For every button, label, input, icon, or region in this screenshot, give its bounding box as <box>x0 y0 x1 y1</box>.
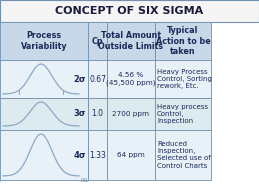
Text: 4σ: 4σ <box>74 151 86 159</box>
Text: CONCEPT OF SIX SIGMA: CONCEPT OF SIX SIGMA <box>55 6 204 16</box>
Bar <box>0 60 88 98</box>
Bar <box>107 22 155 60</box>
Bar <box>155 60 211 98</box>
Bar <box>155 22 211 60</box>
Text: Total Amount
Outside Limits: Total Amount Outside Limits <box>98 31 164 51</box>
Text: Heavy process
Control,
Inspection: Heavy process Control, Inspection <box>157 104 208 124</box>
Bar <box>155 130 211 180</box>
Text: Process
Variability: Process Variability <box>21 31 67 51</box>
Bar <box>0 98 88 130</box>
Text: 0.67: 0.67 <box>89 74 106 83</box>
Bar <box>88 22 107 60</box>
Text: Reduced
Inspection,
Selected use of
Control Charts: Reduced Inspection, Selected use of Cont… <box>157 141 211 169</box>
Text: USL: USL <box>0 178 2 183</box>
Text: Typical
Action to be
taken: Typical Action to be taken <box>156 26 210 56</box>
Text: 2700 ppm: 2700 ppm <box>112 111 149 117</box>
Text: 1.0: 1.0 <box>91 109 104 119</box>
Text: Heavy Process
Control, Sorting
rework, Etc.: Heavy Process Control, Sorting rework, E… <box>157 69 212 89</box>
Bar <box>107 130 155 180</box>
Bar <box>88 130 107 180</box>
Text: Cp: Cp <box>92 36 103 46</box>
Text: 4.56 %
(45,500 ppm): 4.56 % (45,500 ppm) <box>106 72 156 86</box>
Text: 3σ: 3σ <box>74 109 86 119</box>
Text: 2σ: 2σ <box>74 74 86 83</box>
Bar <box>107 98 155 130</box>
Bar <box>0 22 88 60</box>
Bar <box>88 60 107 98</box>
Bar <box>155 98 211 130</box>
Bar <box>88 98 107 130</box>
Text: 64 ppm: 64 ppm <box>117 152 145 158</box>
Text: LSL: LSL <box>80 178 89 183</box>
Bar <box>0 130 88 180</box>
Bar <box>107 60 155 98</box>
Bar <box>0 0 259 22</box>
Text: 1.33: 1.33 <box>89 151 106 159</box>
